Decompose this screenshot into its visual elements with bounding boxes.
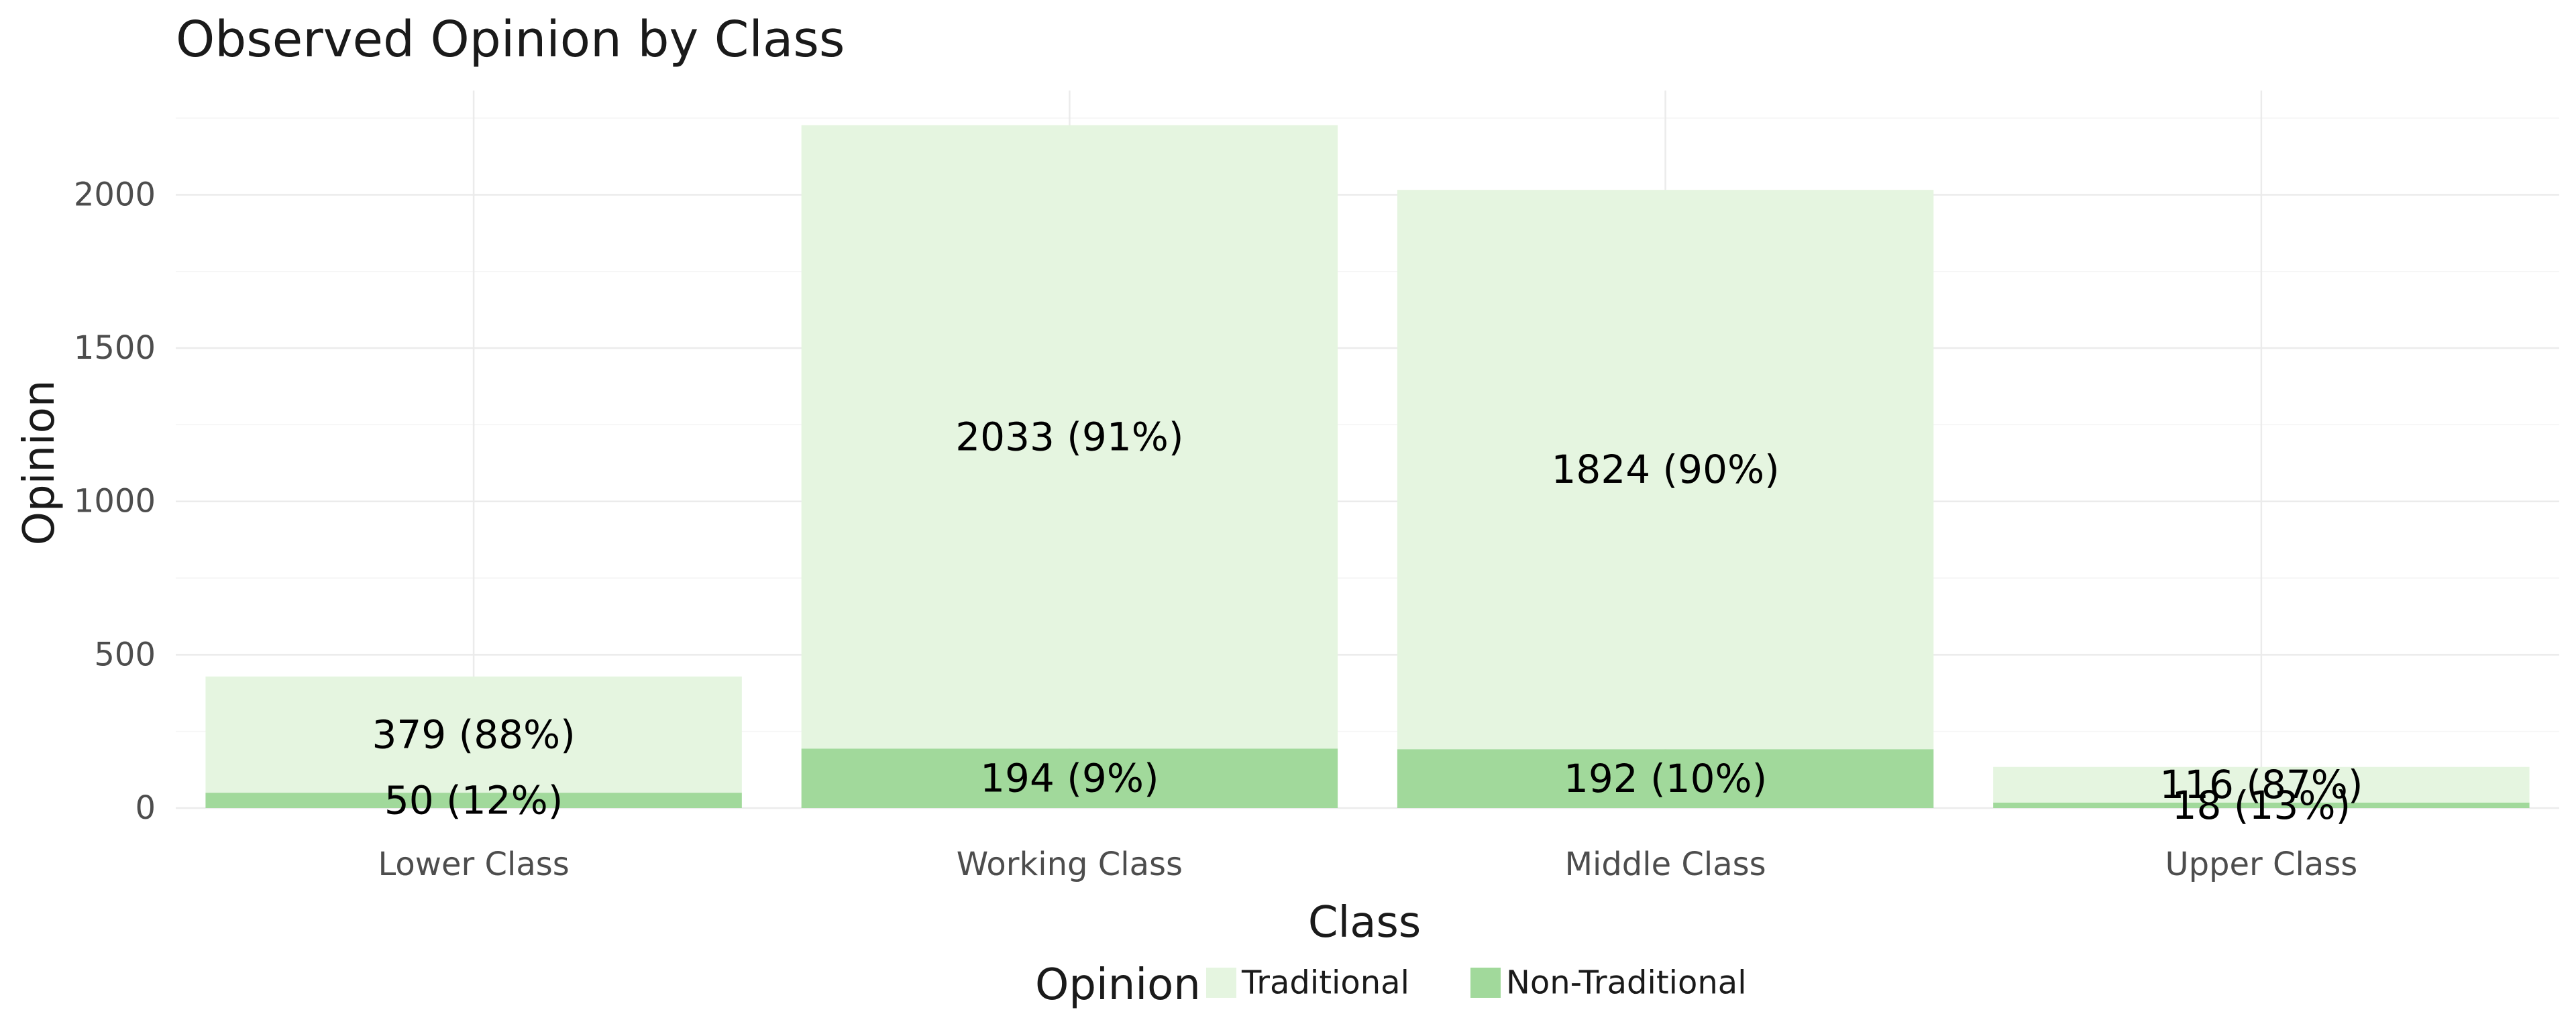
x-tick-label: Lower Class: [378, 846, 569, 883]
bar-non-traditional: [205, 793, 742, 808]
bar-non-traditional: [1993, 802, 2530, 808]
legend-label: Traditional: [1241, 964, 1409, 1002]
bar-traditional: [801, 125, 1338, 749]
y-tick-label: 1000: [74, 483, 156, 520]
data-label-traditional: 2033 (91%): [955, 414, 1183, 459]
data-labels: 379 (88%) 50 (12%) 2033 (91%) 194 (9%) 1824 …: [372, 414, 2363, 827]
legend-title: Opinion: [1035, 960, 1201, 1010]
bar-traditional: [1993, 766, 2530, 803]
legend-label: Non-Traditional: [1506, 964, 1747, 1002]
legend: Opinion Traditional Non-Traditional: [1035, 960, 1747, 1010]
bars: [205, 125, 2530, 808]
chart-title: Observed Opinion by Class: [176, 11, 845, 68]
bar-traditional: [1397, 190, 1934, 750]
y-tick-label: 2000: [74, 176, 156, 213]
data-label-non-traditional: 192 (10%): [1564, 756, 1767, 801]
y-axis-title: Opinion: [15, 380, 64, 546]
data-label-traditional: 379 (88%): [372, 711, 575, 757]
legend-swatch: [1470, 968, 1501, 998]
x-tick-label: Working Class: [957, 846, 1183, 883]
data-label-non-traditional: 18 (13%): [2172, 783, 2351, 828]
y-tick-labels: 0 500 1000 1500 2000: [74, 176, 156, 827]
x-tick-label: Upper Class: [2165, 846, 2357, 883]
data-label-traditional: 116 (87%): [2159, 762, 2363, 807]
data-label-non-traditional: 50 (12%): [384, 778, 563, 823]
legend-swatch: [1206, 968, 1236, 998]
x-tick-labels: Lower Class Working Class Middle Class Uppe…: [378, 846, 2357, 883]
y-tick-label: 1500: [74, 329, 156, 367]
x-axis-title: Class: [1308, 898, 1421, 948]
bar-traditional: [205, 676, 742, 793]
data-label-traditional: 1824 (90%): [1552, 447, 1780, 492]
x-tick-label: Middle Class: [1565, 846, 1766, 883]
bar-non-traditional: [801, 748, 1338, 808]
y-tick-label: 0: [135, 789, 156, 827]
y-tick-label: 500: [94, 636, 156, 673]
data-label-non-traditional: 194 (9%): [980, 756, 1159, 801]
bar-non-traditional: [1397, 749, 1934, 808]
